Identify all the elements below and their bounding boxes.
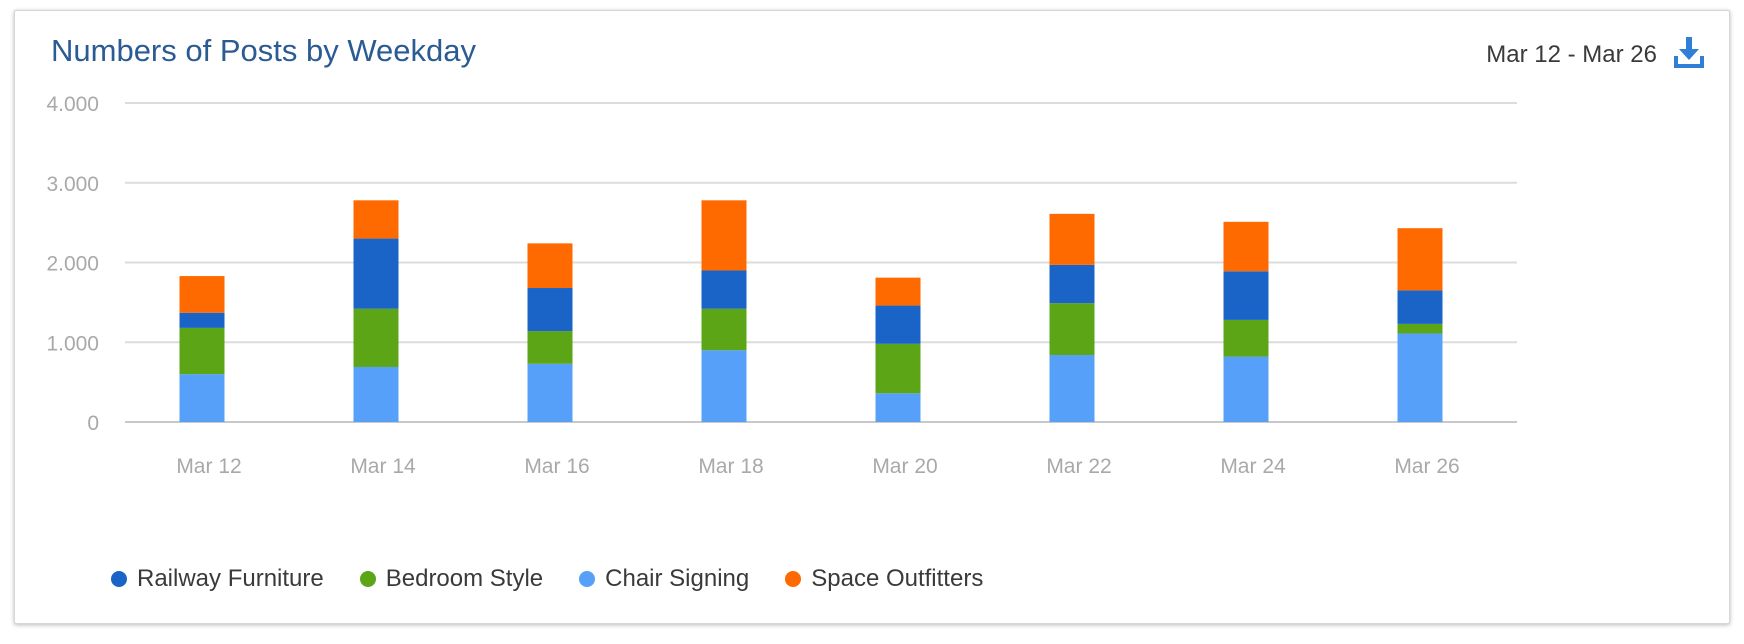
y-tick-label: 2.000	[46, 253, 99, 276]
y-tick-label: 1.000	[46, 332, 99, 355]
chart-title: Numbers of Posts by Weekday	[51, 33, 476, 68]
bar-segment[interactable]	[179, 312, 225, 328]
bar-segment[interactable]	[1223, 271, 1269, 320]
bar-segment[interactable]	[527, 363, 573, 422]
bar-segment[interactable]	[701, 308, 747, 351]
bar-segment[interactable]	[875, 305, 921, 344]
legend-item[interactable]: Space Outfitters	[785, 565, 983, 593]
bar-segment[interactable]	[701, 350, 747, 422]
bar-segment[interactable]	[875, 393, 921, 422]
bar-segment[interactable]	[1223, 356, 1269, 422]
x-tick-label: Mar 14	[350, 455, 416, 478]
bar-segment[interactable]	[875, 343, 921, 394]
chart-legend: Railway Furniture Bedroom Style Chair Sign…	[111, 565, 983, 593]
bar-segment[interactable]	[701, 270, 747, 309]
legend-label: Chair Signing	[605, 565, 750, 592]
date-range-label[interactable]: Mar 12 - Mar 26	[1486, 41, 1657, 68]
legend-label: Space Outfitters	[811, 565, 984, 592]
bar-segment[interactable]	[1049, 303, 1095, 356]
bar-segment[interactable]	[353, 366, 399, 422]
x-tick-label: Mar 18	[698, 455, 763, 478]
legend-label: Railway Furniture	[137, 565, 324, 592]
bar-segment[interactable]	[179, 276, 225, 313]
bar-segment[interactable]	[1397, 333, 1443, 422]
bar-segment[interactable]	[1223, 319, 1269, 357]
y-tick-label: 4.000	[46, 93, 99, 116]
y-tick-label: 0	[87, 412, 99, 435]
x-tick-label: Mar 26	[1394, 455, 1459, 478]
bar-segment[interactable]	[179, 374, 225, 422]
y-tick-label: 3.000	[46, 173, 99, 196]
bar-segment[interactable]	[353, 238, 399, 309]
bar-segment[interactable]	[1049, 264, 1095, 304]
legend-dot-icon	[579, 571, 596, 587]
download-icon[interactable]	[1673, 35, 1705, 69]
bar-segment[interactable]	[1049, 355, 1095, 422]
download-icon-graphic	[1674, 37, 1704, 68]
stacked-bar-chart: 0 1.000 2.000 3.000 4.000 Mar 12 Mar 14 Mar 16 M…	[46, 93, 1517, 478]
legend-item[interactable]: Railway Furniture	[111, 565, 324, 593]
bar-segment[interactable]	[1223, 221, 1269, 272]
legend-dot-icon	[359, 571, 376, 587]
bar-segment[interactable]	[527, 331, 573, 364]
bar-segment[interactable]	[1397, 228, 1443, 291]
bar-segment[interactable]	[527, 288, 573, 332]
bar-segment[interactable]	[875, 277, 921, 306]
legend-item[interactable]: Chair Signing	[579, 565, 749, 593]
bar-segment[interactable]	[701, 200, 747, 271]
bar-segment[interactable]	[1049, 213, 1095, 265]
legend-label: Bedroom Style	[385, 565, 544, 592]
bar-segment[interactable]	[353, 308, 399, 367]
bar-segment[interactable]	[527, 243, 573, 289]
x-tick-label: Mar 16	[524, 455, 589, 478]
chart-card: Numbers of Posts by Weekday Mar 12 - Mar…	[14, 10, 1730, 624]
legend-dot-icon	[111, 571, 127, 587]
x-tick-label: Mar 22	[1046, 455, 1111, 478]
bar-segment[interactable]	[1397, 323, 1443, 334]
legend-dot-icon	[785, 571, 802, 587]
bar-segment[interactable]	[179, 327, 225, 375]
x-tick-label: Mar 20	[872, 455, 937, 478]
bar-segment[interactable]	[1397, 290, 1443, 324]
x-tick-label: Mar 12	[176, 455, 241, 478]
legend-item[interactable]: Bedroom Style	[359, 565, 544, 593]
bar-segment[interactable]	[353, 200, 399, 239]
x-tick-label: Mar 24	[1220, 455, 1286, 478]
